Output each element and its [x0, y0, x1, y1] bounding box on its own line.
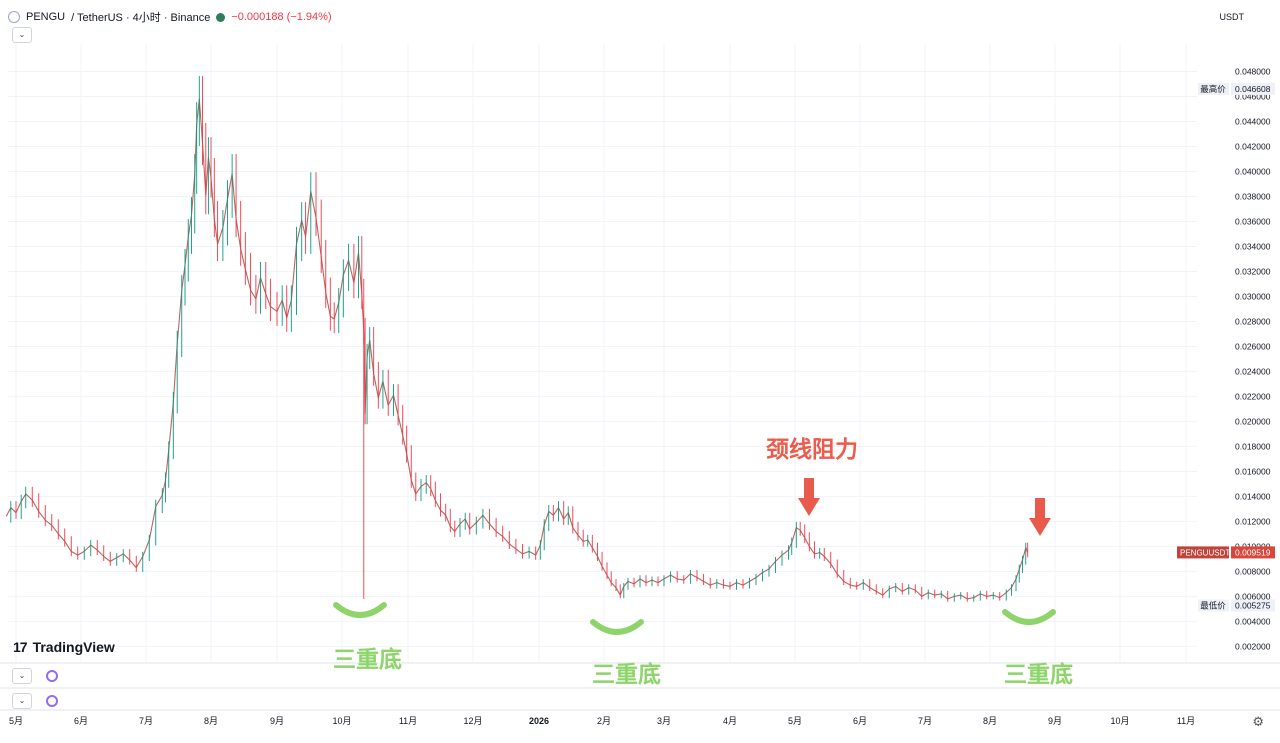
bottom-arc-3	[1002, 609, 1056, 625]
time-axis: 5月 6月 7月 8月 9月 10月 11月 12月 2026 2月 3月 4月 5月 6月 7月 8月 9月 1…	[9, 716, 1195, 726]
x-tick-label: 7月	[139, 716, 153, 726]
last-symbol-tag-bg	[1177, 546, 1229, 559]
x-tick-label: 4月	[723, 716, 737, 726]
x-tick-label: 9月	[1048, 716, 1062, 726]
y-tick-label: 0.006000	[1235, 591, 1271, 601]
chart-header: PENGU / TetherUS · 4小时 · Binance −0.0001…	[8, 8, 332, 26]
x-tick-label: 3月	[657, 716, 671, 726]
down-arrow-icon	[798, 478, 820, 516]
y-tick-label: 0.036000	[1235, 216, 1271, 226]
triple-bottom-label-2: 三重底	[592, 662, 661, 688]
y-tick-label: 0.010000	[1235, 541, 1271, 551]
neckline-resistance-label: 颈线阻力	[766, 437, 858, 463]
down-arrow-icon-shaft	[1035, 498, 1045, 520]
y-tick-label: 0.018000	[1235, 441, 1271, 451]
y-tick-label: 0.040000	[1235, 166, 1271, 176]
x-tick-label: 2026	[529, 716, 549, 726]
down-arrow-icon-shaft	[804, 478, 814, 500]
y-tick-label: 0.008000	[1235, 566, 1271, 576]
triple-bottom-label-1: 三重底	[333, 647, 402, 673]
y-tick-label: 0.044000	[1235, 116, 1271, 126]
price-change: −0.000188 (−1.94%)	[231, 11, 332, 23]
chart-grid	[0, 44, 1280, 711]
annotation-layer: 最高价 0.046608 最低价 0.005275 PENGUUSDT 0.009519	[333, 82, 1275, 635]
low-price-tag: 最低价 0.005275	[1198, 599, 1275, 612]
y-tick-label: 0.014000	[1235, 491, 1271, 501]
down-arrow-icon-head	[798, 498, 820, 516]
x-tick-label: 11月	[399, 716, 417, 726]
y-tick-label: 0.020000	[1235, 416, 1271, 426]
low-price-tag-value-bg	[1231, 599, 1275, 612]
low-price-tag-value: 0.005275	[1235, 600, 1271, 610]
legend-collapse-button[interactable]: ⌄	[12, 27, 32, 43]
x-tick-label: 11月	[1177, 716, 1195, 726]
pane-controls-2: ⌄	[12, 693, 58, 709]
price-axis: 0.048000 0.046000 0.044000 0.042000 0.040000…	[1235, 66, 1271, 651]
y-tick-label: 0.002000	[1235, 641, 1271, 651]
triple-bottom-label-3: 三重底	[1004, 662, 1073, 688]
x-tick-label: 10月	[332, 716, 351, 726]
y-tick-label: 0.016000	[1235, 466, 1271, 476]
bottom-arc-2	[590, 619, 644, 635]
settings-gear-icon[interactable]: ⚙	[1252, 714, 1264, 729]
x-tick-label: 10月	[1110, 716, 1129, 726]
refresh-icon[interactable]	[46, 695, 58, 707]
y-tick-label: 0.022000	[1235, 391, 1271, 401]
y-tick-label: 0.012000	[1235, 516, 1271, 526]
last-price-tag-bg	[1231, 546, 1275, 559]
last-price-tag: 0.009519	[1235, 547, 1271, 557]
y-tick-label: 0.034000	[1235, 241, 1271, 251]
y-tick-label: 0.024000	[1235, 366, 1271, 376]
y-tick-label: 0.028000	[1235, 316, 1271, 326]
x-tick-label: 5月	[9, 716, 23, 726]
high-price-tag: 最高价 0.046608	[1198, 82, 1275, 95]
low-price-tag-label: 最低价	[1200, 600, 1226, 611]
y-tick-label: 0.042000	[1235, 141, 1271, 151]
price-series	[5, 76, 1029, 602]
high-price-tag-label-bg	[1198, 82, 1229, 95]
down-arrow-icon-head	[1029, 518, 1051, 536]
x-tick-label: 6月	[74, 716, 88, 726]
tradingview-watermark: 17 TradingView	[13, 639, 115, 655]
last-symbol-tag: PENGUUSDT	[1180, 548, 1230, 557]
pane-collapse-button[interactable]: ⌄	[12, 668, 32, 684]
symbol-name[interactable]: PENGU	[26, 11, 66, 23]
y-tick-label: 0.032000	[1235, 266, 1271, 276]
symbol-logo-icon	[8, 11, 20, 23]
y-tick-label: 0.046000	[1235, 91, 1271, 101]
bottom-arc-1	[333, 602, 387, 618]
y-tick-label: 0.004000	[1235, 616, 1271, 626]
x-tick-label: 8月	[983, 716, 997, 726]
y-tick-label: 0.038000	[1235, 191, 1271, 201]
down-arrow-icon	[1029, 498, 1051, 536]
x-tick-label: 8月	[204, 716, 218, 726]
y-tick-label: 0.026000	[1235, 341, 1271, 351]
low-price-tag-label-bg	[1198, 599, 1229, 612]
tradingview-logo-icon: 17	[13, 639, 28, 655]
y-tick-label: 0.030000	[1235, 291, 1271, 301]
x-tick-label: 2月	[597, 716, 611, 726]
high-price-tag-value-bg	[1231, 82, 1275, 95]
refresh-icon[interactable]	[46, 670, 58, 682]
x-tick-label: 12月	[463, 716, 482, 726]
x-tick-label: 6月	[853, 716, 867, 726]
x-tick-label: 7月	[918, 716, 932, 726]
high-price-tag-value: 0.046608	[1235, 84, 1271, 94]
high-price-tag-label: 最高价	[1200, 84, 1226, 95]
pane-controls-1: ⌄	[12, 668, 58, 684]
currency-selector[interactable]: USDT	[1219, 12, 1245, 22]
watermark-text: TradingView	[32, 639, 115, 655]
y-tick-label: 0.048000	[1235, 66, 1271, 76]
x-tick-label: 5月	[788, 716, 802, 726]
symbol-pair[interactable]: / TetherUS · 4小时 · Binance	[71, 12, 211, 24]
market-status-icon	[216, 12, 226, 22]
x-tick-label: 9月	[270, 716, 284, 726]
pane-collapse-button[interactable]: ⌄	[12, 693, 32, 709]
price-line	[5, 98, 1029, 600]
